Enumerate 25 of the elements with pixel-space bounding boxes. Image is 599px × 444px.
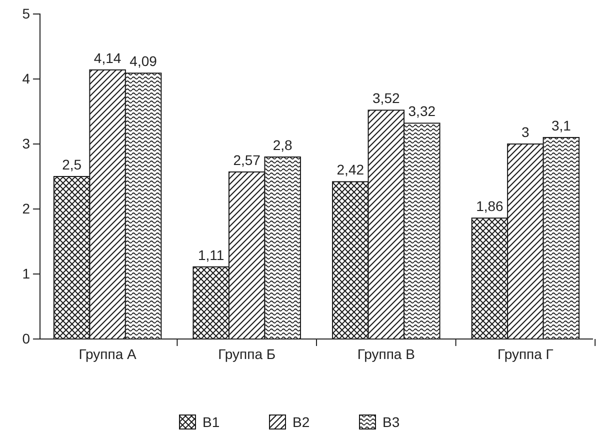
data-label: 2,8 — [272, 137, 293, 153]
legend-label: В1 — [202, 414, 220, 430]
data-label: 4,14 — [94, 50, 122, 66]
data-label: 3 — [522, 124, 530, 140]
x-tick-label: Группа В — [357, 346, 415, 362]
data-label: 2,42 — [336, 162, 364, 178]
data-label: 1,11 — [198, 246, 224, 263]
x-tick-label: Группа Б — [218, 346, 276, 362]
y-tick-label: 1 — [22, 265, 30, 282]
x-tick-label: Группа А — [78, 346, 138, 362]
data-label: 3,32 — [408, 103, 436, 120]
y-tick-label: 0 — [22, 330, 30, 346]
y-tick-label: 2 — [22, 200, 30, 216]
x-tick-label: Группа Г — [498, 346, 554, 362]
data-label: 4,09 — [130, 53, 158, 70]
data-label: 2,5 — [62, 156, 82, 172]
legend-label: В2 — [292, 414, 310, 430]
data-label: 2,57 — [233, 152, 261, 168]
y-tick-label: 4 — [22, 70, 30, 86]
data-label: 3,1 — [551, 118, 572, 134]
y-tick-label: 3 — [22, 135, 30, 152]
y-tick-label: 5 — [22, 5, 30, 22]
data-label: 3,52 — [372, 90, 400, 106]
legend-label: В3 — [382, 414, 400, 430]
data-label: 1,86 — [476, 198, 504, 214]
